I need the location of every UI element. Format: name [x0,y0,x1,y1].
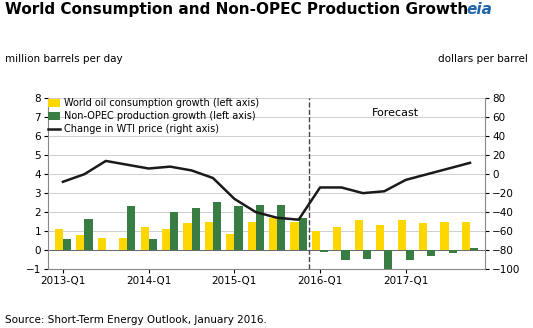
Bar [398,220,406,250]
Bar [384,250,392,270]
Bar [298,218,307,250]
Bar [84,219,93,250]
Bar [277,205,285,250]
Bar [440,222,449,250]
Bar [333,227,342,250]
Bar [269,218,277,250]
Bar [127,206,135,250]
Text: World Consumption and Non-OPEC Production Growth: World Consumption and Non-OPEC Productio… [5,2,469,17]
Bar [376,225,384,250]
Bar [119,238,127,250]
Bar [191,208,200,250]
Bar [449,250,457,253]
Bar [470,248,478,250]
Bar [320,250,328,252]
Text: Source: Short-Term Energy Outlook, January 2016.: Source: Short-Term Energy Outlook, Janua… [5,315,267,325]
Text: Forecast: Forecast [372,108,418,118]
Bar [76,235,84,250]
Bar [419,223,427,250]
Bar [462,222,470,250]
Bar [406,250,414,260]
Bar [213,202,221,250]
Bar [141,227,149,250]
Legend: World oil consumption growth (left axis), Non-OPEC production growth (left axis): World oil consumption growth (left axis)… [48,98,260,134]
Bar [226,234,235,250]
Text: dollars per barrel: dollars per barrel [438,54,528,64]
Text: eia: eia [466,2,492,17]
Bar [355,220,363,250]
Bar [162,229,170,250]
Bar [290,222,298,250]
Bar [55,229,63,250]
Bar [248,222,256,250]
Bar [183,223,191,250]
Text: million barrels per day: million barrels per day [5,54,123,64]
Bar [235,206,243,250]
Bar [342,250,350,260]
Bar [205,222,213,250]
Bar [256,205,264,250]
Bar [312,231,320,250]
Bar [427,250,435,256]
Bar [363,250,371,258]
Bar [149,239,157,250]
Bar [170,212,178,250]
Bar [63,239,71,250]
Bar [98,238,106,250]
